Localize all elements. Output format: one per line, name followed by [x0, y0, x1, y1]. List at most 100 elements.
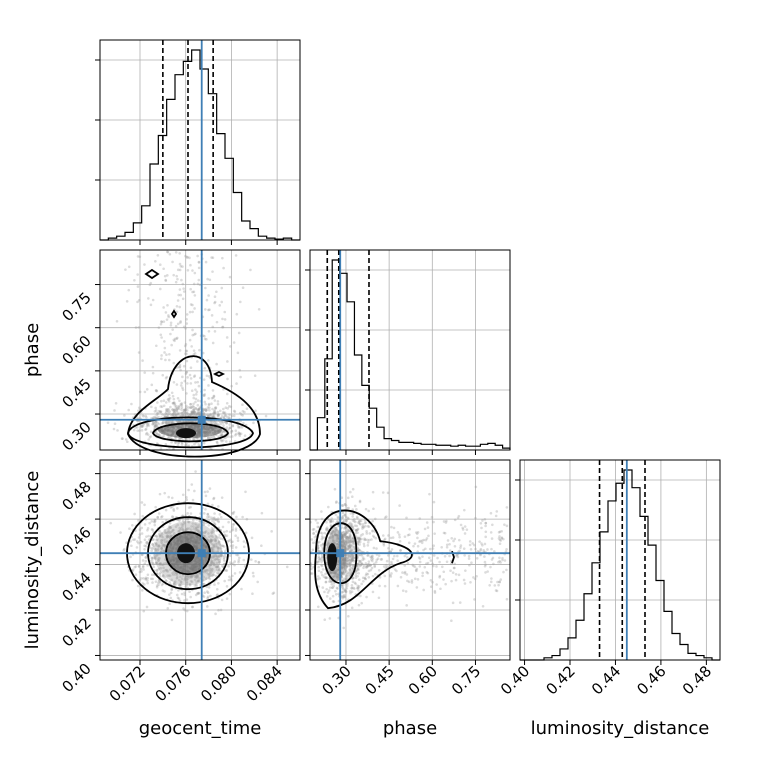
sample-point — [349, 535, 352, 539]
sample-point — [343, 557, 346, 561]
sample-point — [421, 555, 424, 558]
sample-point — [186, 376, 189, 379]
sample-point — [352, 586, 355, 590]
sample-point — [320, 532, 324, 535]
sample-point — [159, 566, 162, 570]
sample-point — [163, 538, 167, 541]
sample-point — [356, 543, 360, 546]
sample-point — [155, 568, 159, 572]
sample-point — [355, 524, 359, 528]
sample-point — [206, 572, 210, 576]
sample-point — [424, 547, 427, 551]
sample-point — [341, 534, 345, 537]
sample-point — [197, 413, 201, 417]
sample-point — [164, 401, 168, 404]
sample-point — [340, 516, 344, 519]
sample-point — [493, 550, 496, 553]
panel-phase-vs-luminosity-distance: 0.30 0.45 0.60 0.75 — [305, 459, 511, 698]
sample-point — [343, 546, 347, 549]
sample-point — [346, 531, 350, 534]
sample-point — [116, 429, 119, 432]
sample-point — [206, 277, 209, 281]
sample-point — [350, 554, 353, 558]
sample-point — [184, 352, 187, 356]
sample-point — [369, 563, 372, 567]
sample-point — [167, 495, 170, 499]
sample-point — [192, 396, 196, 400]
sample-point — [176, 523, 179, 527]
sample-point — [228, 554, 232, 557]
sample-point — [341, 558, 345, 562]
density-peak — [176, 428, 196, 439]
sample-point — [211, 555, 215, 558]
sample-point — [162, 306, 165, 309]
sample-point — [374, 560, 378, 564]
sample-point — [371, 490, 375, 494]
sample-point — [136, 429, 139, 432]
sample-point — [166, 574, 169, 577]
sample-point — [344, 519, 348, 522]
sample-point — [175, 310, 179, 314]
sample-point — [468, 543, 472, 547]
sample-point — [177, 530, 180, 533]
sample-point — [138, 255, 142, 258]
sample-point — [340, 540, 344, 544]
sample-point — [217, 568, 221, 572]
sample-point — [385, 559, 389, 563]
sample-point — [137, 541, 140, 545]
sample-point — [168, 252, 172, 256]
sample-point — [234, 546, 238, 549]
sample-point — [228, 440, 232, 444]
sample-point — [155, 442, 159, 445]
sample-point — [209, 571, 212, 575]
sample-point — [169, 534, 173, 538]
sample-point — [157, 583, 160, 587]
sample-point — [214, 544, 218, 548]
sample-point — [162, 434, 166, 438]
sample-point — [163, 413, 166, 417]
sample-point — [486, 570, 489, 573]
sample-point — [215, 422, 219, 426]
sample-point — [194, 526, 198, 529]
sample-point — [224, 414, 227, 417]
sample-point — [184, 349, 188, 353]
sample-point — [159, 410, 162, 414]
sample-point — [196, 574, 200, 577]
sample-point — [231, 550, 234, 553]
sample-point — [315, 530, 318, 533]
sample-point — [150, 405, 153, 409]
sample-point — [166, 250, 170, 254]
sample-point — [185, 392, 188, 395]
sample-point — [197, 384, 201, 388]
sample-point — [362, 579, 365, 583]
sample-point — [351, 564, 355, 568]
sample-point — [374, 536, 378, 540]
sample-point — [166, 250, 169, 254]
sample-point — [326, 527, 329, 531]
sample-point — [174, 250, 178, 254]
sample-point — [217, 558, 221, 562]
sample-point — [124, 438, 128, 441]
sample-point — [160, 546, 163, 550]
sample-point — [341, 544, 344, 548]
sample-point — [341, 504, 345, 507]
sample-point — [348, 563, 352, 567]
sample-point — [217, 520, 221, 524]
sample-point — [137, 298, 141, 302]
sample-point — [236, 553, 240, 557]
sample-point — [187, 488, 190, 492]
sample-point — [176, 406, 180, 410]
sample-point — [343, 558, 346, 562]
sample-point — [137, 519, 140, 522]
sample-point — [496, 580, 499, 584]
sample-point — [431, 580, 434, 584]
sample-point — [346, 554, 350, 557]
sample-point — [185, 322, 189, 325]
sample-point — [342, 556, 346, 560]
sample-point — [150, 556, 154, 560]
sample-point — [196, 282, 200, 286]
sample-point — [342, 572, 346, 576]
sample-point — [181, 413, 185, 417]
sample-point — [344, 548, 347, 551]
